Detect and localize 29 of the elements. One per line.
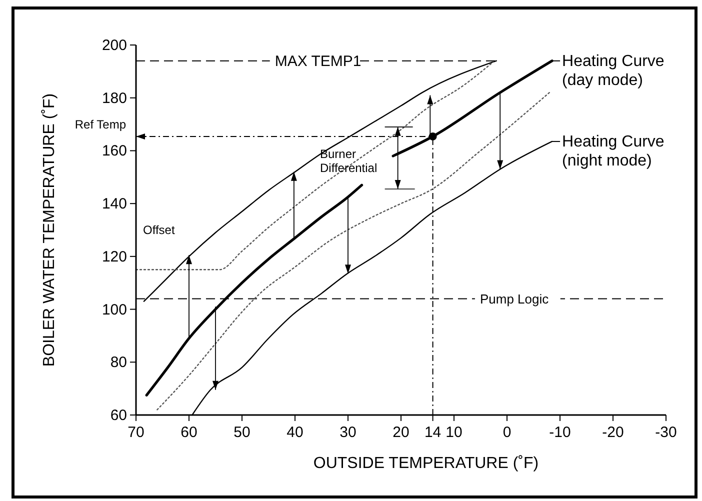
annotation: MAX TEMP1 <box>274 53 362 70</box>
y-tick-label: 100 <box>102 301 127 318</box>
y-tick-label: 60 <box>110 407 127 424</box>
annotation: Pump Logic <box>480 291 550 306</box>
ref-line-label: Ref Temp <box>74 117 126 132</box>
x-tick-label: -30 <box>655 424 677 441</box>
x-tick-label: 50 <box>234 424 250 441</box>
y-tick-label: 120 <box>102 248 127 266</box>
y-tick-label: 160 <box>102 142 127 160</box>
x-axis-title: OUTSIDE TEMPERATURE (˚F) <box>313 455 539 472</box>
y-tick-label: 180 <box>102 90 127 107</box>
x-tick-label: 14 <box>424 424 442 441</box>
x-tick-label: 30 <box>340 424 356 441</box>
x-tick-label: 40 <box>286 424 304 441</box>
x-tick-label: 10 <box>446 424 462 441</box>
x-tick-label: 20 <box>392 424 410 441</box>
y-axis-title: BOILER WATER TEMPERATURE (˚F) <box>41 93 58 367</box>
legend-label: Heating Curve (night mode) <box>562 133 664 170</box>
annotation: Offset <box>143 223 176 238</box>
annotation: Burner Differential <box>320 147 378 176</box>
y-tick-label: 140 <box>102 196 127 213</box>
x-tick-label: 60 <box>180 424 198 441</box>
y-tick-label: 200 <box>102 37 127 54</box>
x-tick-label: 70 <box>128 424 144 441</box>
x-tick-label: -20 <box>602 424 624 441</box>
x-tick-label: -10 <box>549 424 571 441</box>
x-tick-label: 0 <box>502 424 512 441</box>
legend-label: Heating Curve (day mode) <box>562 52 664 89</box>
y-tick-label: 80 <box>110 354 127 372</box>
